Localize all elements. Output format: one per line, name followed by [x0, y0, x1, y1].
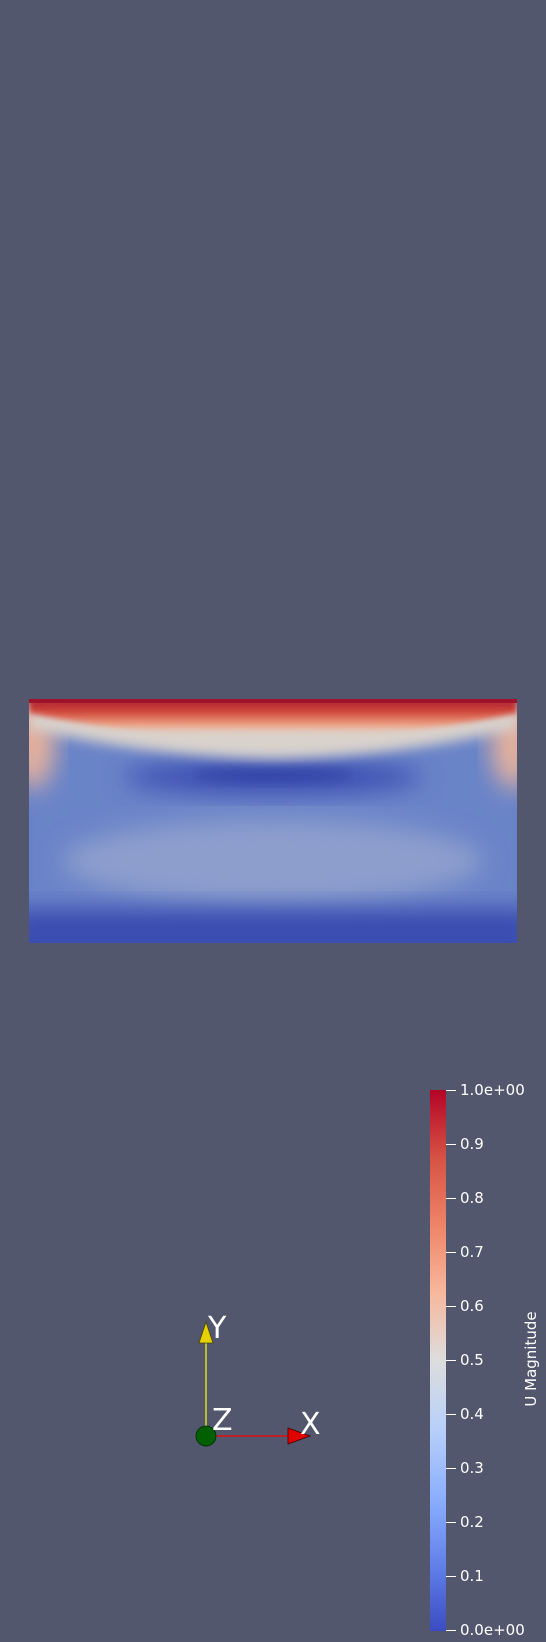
colorbar [430, 1090, 446, 1631]
colorbar-tick-label: 0.9 [460, 1135, 484, 1153]
orientation-axes: Y Z X [180, 1310, 340, 1460]
colorbar-tick [446, 1576, 456, 1577]
y-axis-label: Y [208, 1311, 227, 1346]
z-axis-label: Z [212, 1403, 233, 1438]
colorbar-tick [446, 1630, 456, 1631]
colorbar-tick [446, 1360, 456, 1361]
colorbar-tick-label: 0.6 [460, 1297, 484, 1315]
colorbar-tick [446, 1198, 456, 1199]
colorbar-tick-label: 0.4 [460, 1405, 484, 1423]
colorbar-tick-label: 0.7 [460, 1243, 484, 1261]
colorbar-tick [446, 1414, 456, 1415]
x-axis-label: X [300, 1407, 321, 1442]
colorbar-tick-label: 0.5 [460, 1351, 484, 1369]
colorbar-title: U Magnitude [522, 1311, 540, 1407]
velocity-magnitude-contour [29, 699, 517, 943]
colorbar-tick-label: 0.3 [460, 1459, 484, 1477]
colorbar-tick [446, 1306, 456, 1307]
colorbar-tick [446, 1522, 456, 1523]
colorbar-tick-label: 0.8 [460, 1189, 484, 1207]
colorbar-tick-label: 0.0e+00 [460, 1621, 525, 1639]
colorbar-tick-label: 1.0e+00 [460, 1081, 525, 1099]
colorbar-tick-label: 0.1 [460, 1567, 484, 1585]
colorbar-tick [446, 1090, 456, 1091]
colorbar-tick [446, 1252, 456, 1253]
x-axis-cone [287, 1427, 312, 1445]
colorbar-tick-label: 0.2 [460, 1513, 484, 1531]
y-axis-cone [198, 1320, 214, 1344]
colorbar-tick [446, 1468, 456, 1469]
z-axis-sphere [195, 1425, 217, 1447]
colorbar-tick [446, 1144, 456, 1145]
